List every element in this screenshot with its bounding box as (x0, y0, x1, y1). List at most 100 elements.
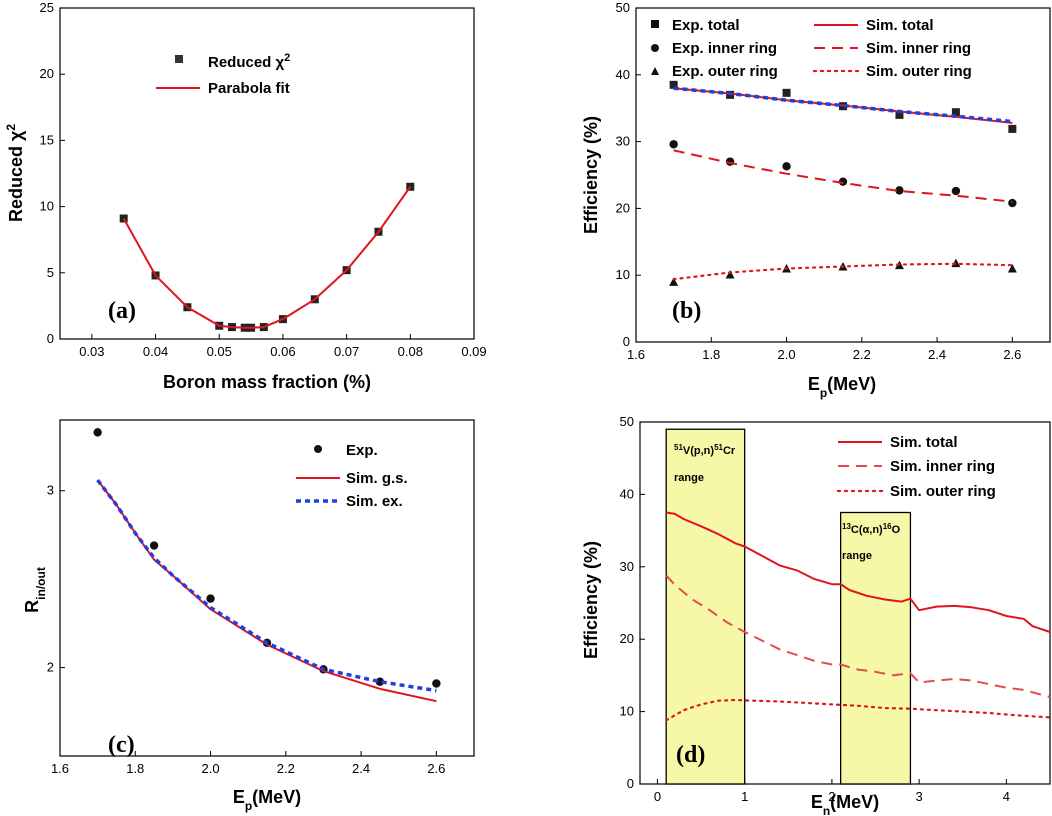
legend-label-sim-inner-ring: Sim. inner ring (866, 40, 971, 57)
data-point-triangle (669, 277, 679, 286)
plot-frame-c (59, 419, 475, 757)
data-point-circle (149, 541, 159, 550)
data-point-square (1008, 124, 1017, 133)
x-tick-label: 1.6 (627, 347, 645, 362)
marks-b (669, 80, 1017, 286)
x-tick-label: 3 (916, 789, 923, 804)
x-tick-label: 2.6 (427, 761, 445, 776)
x-axis-label-c: Ep(MeV) (233, 787, 301, 813)
plot-frame-b (635, 7, 1051, 343)
legend-label-sim-ex: Sim. ex. (346, 493, 403, 510)
x-tick-label: 0.09 (461, 344, 486, 359)
legend-label-reduced-chi2: Reduced χ2 (208, 52, 290, 71)
ticks-b: 1.6 1.8 2.0 2.2 2.4 2.6 0 10 20 30 40 50 (616, 0, 1022, 362)
range-boxes-d (665, 428, 912, 785)
x-tick-label: 4 (1003, 789, 1010, 804)
x-axis-label-b: Ep(MeV) (808, 374, 876, 400)
y-tick-label: 0 (623, 334, 630, 349)
x-tick-label: 0.03 (79, 344, 104, 359)
legend-label-sim-total-d: Sim. total (890, 434, 958, 451)
x-tick-label: 1.8 (126, 761, 144, 776)
panel-label-c: (c) (108, 732, 135, 758)
legend-label-exp: Exp. (346, 442, 378, 459)
y-tick-label: 30 (616, 134, 630, 149)
legend-a: Reduced χ2 Parabola fit (156, 52, 290, 97)
legend-label-sim-gs: Sim. g.s. (346, 470, 408, 487)
x-tick-label: 0 (654, 789, 661, 804)
series-line (96, 479, 437, 693)
x-tick-label: 0.06 (270, 344, 295, 359)
plot-frame-a (59, 7, 475, 340)
x-tick-label: 2.2 (853, 347, 871, 362)
y-tick-label: 40 (616, 67, 630, 82)
y-axis-label-c: Rin/out (22, 567, 48, 613)
series-line (96, 479, 437, 703)
y-tick-label: 50 (620, 414, 634, 429)
series-line (665, 574, 1051, 699)
range-sublabel-51v: range (674, 472, 704, 484)
series-line (122, 186, 412, 329)
series-line (665, 698, 1052, 722)
data-point-circle (895, 186, 904, 195)
x-tick-label: 1 (741, 789, 748, 804)
legend-label-sim-total: Sim. total (866, 17, 934, 34)
x-tick-label: 2.2 (277, 761, 295, 776)
x-axis-label-a: Boron mass fraction (%) (163, 372, 371, 392)
x-tick-label: 0.05 (207, 344, 232, 359)
x-tick-label: 0.07 (334, 344, 359, 359)
y-tick-label: 50 (616, 0, 630, 15)
data-point-triangle (725, 270, 735, 279)
data-point-circle (838, 177, 848, 186)
ticks-c: 1.6 1.8 2.0 2.2 2.4 2.6 2 3 (47, 483, 446, 776)
energy-range-box (839, 511, 912, 785)
panel-b: 1.6 1.8 2.0 2.2 2.4 2.6 0 10 20 30 40 50 Ep(MeV) Ef… (581, 0, 1051, 400)
series-line (672, 262, 1014, 281)
y-tick-label: 30 (620, 559, 634, 574)
x-tick-label: 1.8 (702, 347, 720, 362)
energy-range-box (665, 428, 746, 785)
panel-label-d: (d) (676, 742, 705, 768)
legend-marker-reduced-chi2 (175, 55, 183, 63)
y-tick-label: 20 (620, 631, 634, 646)
data-point-square (669, 80, 678, 89)
range-sublabel-13c: range (842, 550, 872, 562)
legend-label-sim-inner-ring-d: Sim. inner ring (890, 458, 995, 475)
y-tick-label: 10 (40, 199, 54, 214)
series-line (673, 86, 1013, 124)
y-tick-label: 20 (40, 66, 54, 81)
y-tick-label: 10 (620, 704, 634, 719)
range-label-51v: 51V(p,n)51Cr (674, 443, 736, 458)
legend-marker-exp-total (651, 20, 659, 28)
data-point-circle (951, 186, 961, 196)
y-tick-label: 5 (47, 265, 54, 280)
data-point-circle (206, 594, 215, 603)
y-tick-label: 3 (47, 483, 54, 498)
y-tick-label: 20 (616, 200, 630, 215)
panel-c: 1.6 1.8 2.0 2.2 2.4 2.6 2 3 Ep(MeV) Rin/out (c)… (22, 419, 475, 813)
data-point-square (951, 108, 960, 117)
panel-label-b: (b) (672, 298, 701, 324)
y-tick-label: 25 (40, 0, 54, 15)
x-tick-label: 0.04 (143, 344, 168, 359)
y-axis-label-d: Efficiency (%) (581, 541, 601, 659)
legend-label-sim-outer-ring-d: Sim. outer ring (890, 483, 996, 500)
legend-label-exp-total: Exp. total (672, 17, 740, 34)
y-axis-label-a: Reduced χ2 (4, 124, 26, 222)
series-line (673, 149, 1013, 203)
x-axis-label-d: En(MeV) (811, 792, 879, 816)
x-tick-label: 0.08 (398, 344, 423, 359)
legend-label-sim-outer-ring: Sim. outer ring (866, 63, 972, 80)
marks-d (665, 511, 1052, 722)
x-tick-label: 2.4 (928, 347, 946, 362)
panel-label-a: (a) (108, 298, 136, 324)
data-point-circle (432, 679, 441, 688)
data-point-circle (782, 162, 791, 171)
x-tick-label: 2.4 (352, 761, 370, 776)
data-point-circle (1008, 198, 1017, 208)
data-point-square (782, 88, 791, 97)
legend-marker-exp-outer-ring (651, 67, 659, 75)
legend-label-exp-outer-ring: Exp. outer ring (672, 63, 778, 80)
